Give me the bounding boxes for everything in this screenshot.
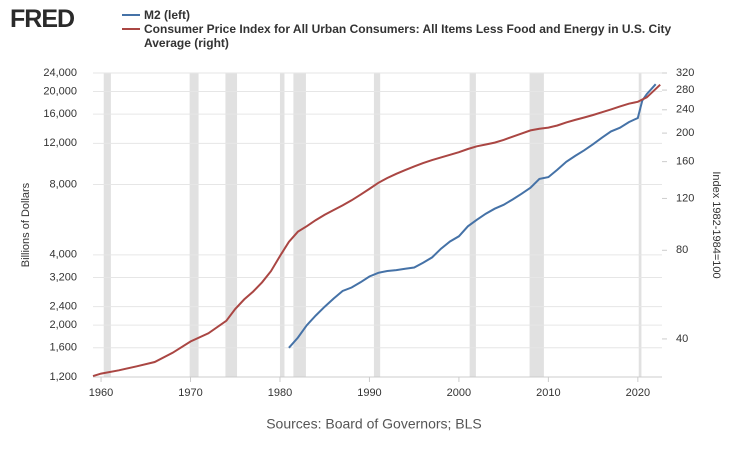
x-tick-label: 1980 [268,387,292,399]
legend-item: Consumer Price Index for All Urban Consu… [122,22,702,50]
recession-bar [638,73,642,377]
recession-bar [279,73,285,377]
y2-tick-label: 200 [676,127,694,139]
recession-bar [373,73,381,377]
y2-tick-label: 320 [676,67,694,79]
recession-bar [293,73,306,377]
y-tick-label: 1,600 [49,342,77,354]
x-tick-label: 2020 [626,387,650,399]
y-tick-label: 16,000 [43,108,77,120]
legend-swatch [122,28,140,30]
legend-label: Consumer Price Index for All Urban Consu… [144,22,672,50]
legend: M2 (left) Consumer Price Index for All Ur… [122,8,702,50]
recession-bar [469,73,476,377]
x-tick-label: 1960 [89,387,113,399]
x-tick-label: 2000 [447,387,471,399]
y-tick-label: 20,000 [43,85,77,97]
legend-item: M2 (left) [122,8,702,22]
source: Sources: Board of Governors; BLS [266,416,482,432]
y-tick-label: 2,400 [49,301,77,313]
y2-tick-label: 160 [676,156,694,168]
recession-bar [103,73,111,377]
y2-tick-label: 80 [676,244,688,256]
y2-tick-label: 280 [676,84,694,96]
logo: FRED [10,5,75,33]
x-tick-label: 1970 [178,387,202,399]
recession-bar [189,73,199,377]
x-tick-label: 2010 [536,387,560,399]
y2-tick-label: 120 [676,192,694,204]
legend-swatch [122,14,140,16]
y-tick-label: 3,200 [49,271,77,283]
y-tick-label: 8,000 [49,178,77,190]
x-tick-label: 1990 [357,387,381,399]
series-line [92,83,661,378]
y-tick-label: 2,000 [49,319,77,331]
y2-tick-label: 40 [676,333,688,345]
series-line [288,83,657,349]
y2-axis-label: Index 1982-1984=100 [710,171,722,278]
recession-bar [225,73,238,377]
recession-bar [529,73,544,377]
legend-label: M2 (left) [144,8,190,22]
y-tick-label: 24,000 [43,67,77,79]
y-tick-label: 4,000 [49,249,77,261]
y-axis-label: Billions of Dollars [20,182,32,267]
y-tick-label: 1,200 [49,371,77,383]
y-tick-label: 12,000 [43,137,77,149]
y2-tick-label: 240 [676,104,694,116]
